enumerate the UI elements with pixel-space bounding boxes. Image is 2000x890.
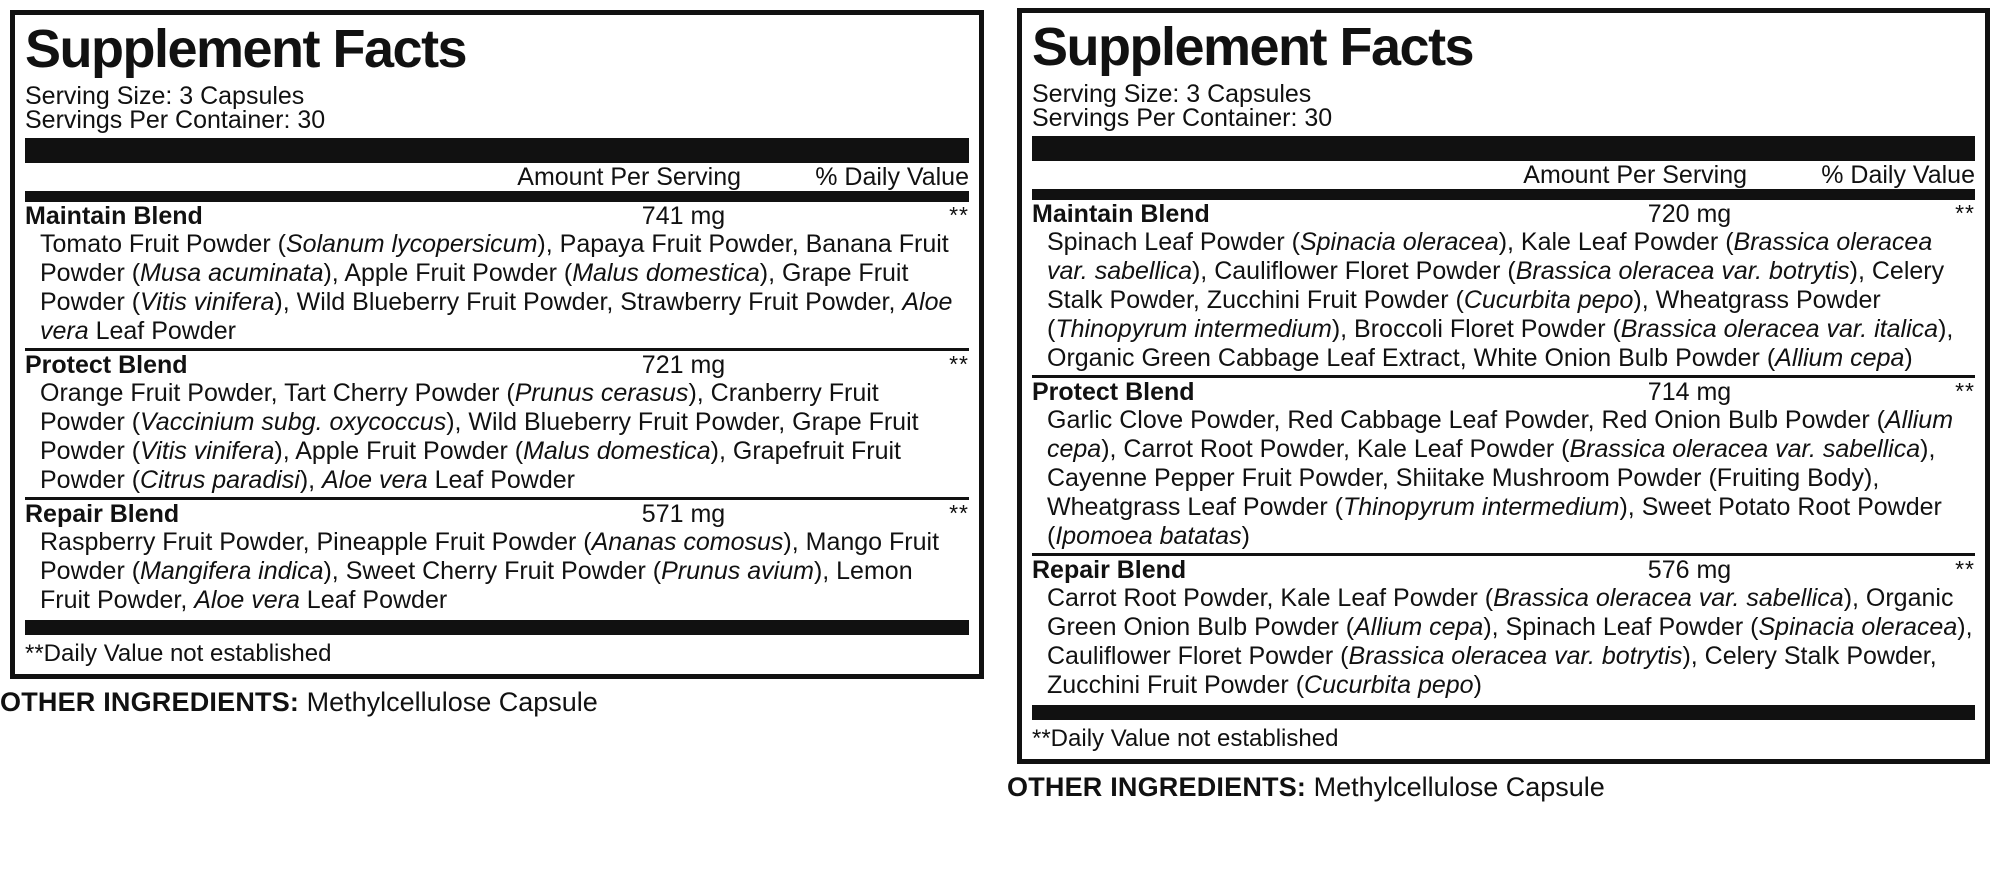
blend-name: Protect Blend	[25, 350, 188, 379]
blend-section: Repair Blend 571 mg ** Raspberry Fruit P…	[25, 496, 969, 617]
blend-amount: 714 mg	[1647, 377, 1732, 406]
blend-amount: 571 mg	[641, 499, 726, 528]
column-header-row: Amount Per Serving % Daily Value	[25, 163, 969, 191]
other-ingredients-label: OTHER INGREDIENTS:	[0, 686, 300, 717]
divider-bar-thick	[25, 137, 969, 163]
blend-name: Repair Blend	[1032, 555, 1187, 584]
blend-name: Protect Blend	[1032, 377, 1195, 406]
blend-daily-value: **	[1955, 555, 1975, 582]
blend-amount: 721 mg	[641, 350, 726, 379]
servings-per-container-text: Servings Per Container: 30	[25, 105, 326, 134]
blend-ingredients: Carrot Root Powder, Kale Leaf Powder (Br…	[1047, 583, 1973, 699]
other-ingredients-label: OTHER INGREDIENTS:	[1007, 771, 1307, 802]
column-header-amount-per-serving: Amount Per Serving	[1523, 160, 1747, 189]
column-header-percent-daily-value: % Daily Value	[1821, 160, 1975, 189]
other-ingredients-line: OTHER INGREDIENTS: Methylcellulose Capsu…	[0, 687, 984, 717]
blend-daily-value: **	[1955, 377, 1975, 404]
blend-list: Maintain Blend 720 mg ** Spinach Leaf Po…	[1032, 200, 1975, 702]
blend-amount: 576 mg	[1647, 555, 1732, 584]
divider-bar-bottom	[25, 619, 969, 635]
blend-ingredients: Tomato Fruit Powder (Solanum lycopersicu…	[40, 229, 953, 345]
divider-bar-thin	[25, 190, 969, 202]
supplement-facts-panel: Supplement Facts Serving Size: 3 Capsule…	[0, 10, 984, 717]
column-header-row: Amount Per Serving % Daily Value	[1032, 161, 1975, 189]
column-header-amount-per-serving: Amount Per Serving	[517, 162, 741, 191]
blend-daily-value: **	[1955, 199, 1975, 226]
blend-daily-value: **	[949, 350, 969, 377]
blend-section: Protect Blend 714 mg ** Garlic Clove Pow…	[1032, 374, 1975, 553]
divider-bar-bottom	[1032, 704, 1975, 720]
panel-title: Supplement Facts	[1032, 17, 1475, 77]
blend-name: Maintain Blend	[1032, 199, 1210, 228]
divider-bar-thick	[1032, 135, 1975, 161]
other-ingredients-line: OTHER INGREDIENTS: Methylcellulose Capsu…	[1007, 772, 1990, 802]
blend-daily-value: **	[949, 499, 969, 526]
column-header-percent-daily-value: % Daily Value	[815, 162, 969, 191]
panel-title: Supplement Facts	[25, 19, 468, 79]
blend-ingredients: Raspberry Fruit Powder, Pineapple Fruit …	[40, 527, 940, 614]
other-ingredients-value: Methylcellulose Capsule	[1313, 771, 1605, 802]
blend-header-row: Maintain Blend 741 mg **	[25, 202, 969, 230]
blend-header-row: Protect Blend 721 mg **	[25, 351, 969, 379]
daily-value-footnote: **Daily Value not established	[1032, 724, 1339, 752]
blend-section: Repair Blend 576 mg ** Carrot Root Powde…	[1032, 552, 1975, 702]
divider-bar-thin	[1032, 188, 1975, 200]
blend-header-row: Repair Blend 571 mg **	[25, 500, 969, 528]
serving-size-text: Serving Size: 3 Capsules	[1032, 79, 1312, 108]
blend-ingredients: Garlic Clove Powder, Red Cabbage Leaf Po…	[1047, 405, 1954, 550]
blend-name: Repair Blend	[25, 499, 180, 528]
blend-section: Maintain Blend 741 mg ** Tomato Fruit Po…	[25, 202, 969, 348]
supplement-facts-box: Supplement Facts Serving Size: 3 Capsule…	[1017, 8, 1990, 764]
blend-name: Maintain Blend	[25, 201, 203, 230]
blend-header-row: Maintain Blend 720 mg **	[1032, 200, 1975, 228]
supplement-facts-box: Supplement Facts Serving Size: 3 Capsule…	[10, 10, 984, 679]
blend-ingredients: Spinach Leaf Powder (Spinacia oleracea),…	[1047, 227, 1954, 372]
daily-value-footnote: **Daily Value not established	[25, 639, 332, 667]
blend-section: Maintain Blend 720 mg ** Spinach Leaf Po…	[1032, 200, 1975, 375]
servings-per-container-text: Servings Per Container: 30	[1032, 103, 1333, 132]
blend-amount: 741 mg	[641, 201, 726, 230]
blend-header-row: Repair Blend 576 mg **	[1032, 556, 1975, 584]
supplement-facts-panel: Supplement Facts Serving Size: 3 Capsule…	[1007, 8, 1990, 802]
blend-ingredients: Orange Fruit Powder, Tart Cherry Powder …	[40, 378, 919, 494]
serving-size-text: Serving Size: 3 Capsules	[25, 81, 305, 110]
blend-section: Protect Blend 721 mg ** Orange Fruit Pow…	[25, 347, 969, 497]
blend-daily-value: **	[949, 201, 969, 228]
blend-amount: 720 mg	[1647, 199, 1732, 228]
blend-header-row: Protect Blend 714 mg **	[1032, 378, 1975, 406]
other-ingredients-value: Methylcellulose Capsule	[306, 686, 598, 717]
blend-list: Maintain Blend 741 mg ** Tomato Fruit Po…	[25, 202, 969, 617]
